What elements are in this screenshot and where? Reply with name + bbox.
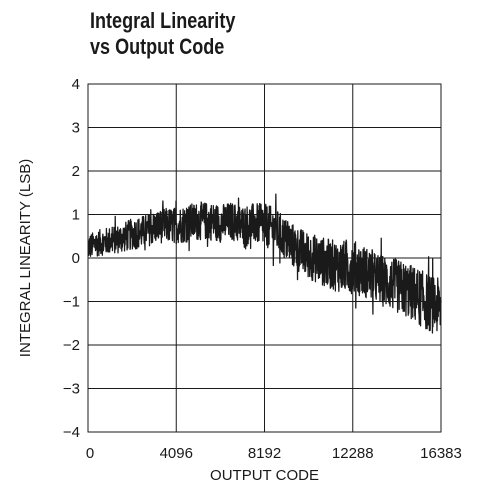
x-tick-label: 16383 xyxy=(420,445,462,462)
plot-frame xyxy=(87,83,442,433)
inl-series-line xyxy=(87,193,442,334)
chart-title-line-2: vs Output Code xyxy=(90,34,225,59)
y-tick-label: 2 xyxy=(72,163,80,180)
y-axis-label: INTEGRAL LINEARITY (LSB) xyxy=(17,159,34,357)
y-tick-label: −3 xyxy=(63,381,80,398)
gridlines xyxy=(88,84,441,432)
y-tick-label: 1 xyxy=(72,207,80,224)
y-tick-label: −2 xyxy=(63,337,80,354)
y-tick-label: −1 xyxy=(63,294,80,311)
x-tick-labels: 0 4096 8192 12288 16383 xyxy=(86,445,462,462)
data-series xyxy=(87,193,442,334)
x-tick-label: 0 xyxy=(86,445,94,462)
x-tick-label: 4096 xyxy=(160,445,193,462)
y-tick-label: −4 xyxy=(63,424,80,441)
x-axis-label: OUTPUT CODE xyxy=(210,467,319,484)
y-tick-labels: −4 −3 −2 −1 0 1 2 3 4 xyxy=(63,76,80,441)
y-tick-label: 4 xyxy=(72,76,80,93)
y-tick-label: 3 xyxy=(72,120,80,137)
x-tick-label: 12288 xyxy=(332,445,374,462)
x-tick-label: 8192 xyxy=(248,445,281,462)
y-tick-label: 0 xyxy=(72,250,80,267)
chart-title-line-1: Integral Linearity xyxy=(90,8,236,33)
